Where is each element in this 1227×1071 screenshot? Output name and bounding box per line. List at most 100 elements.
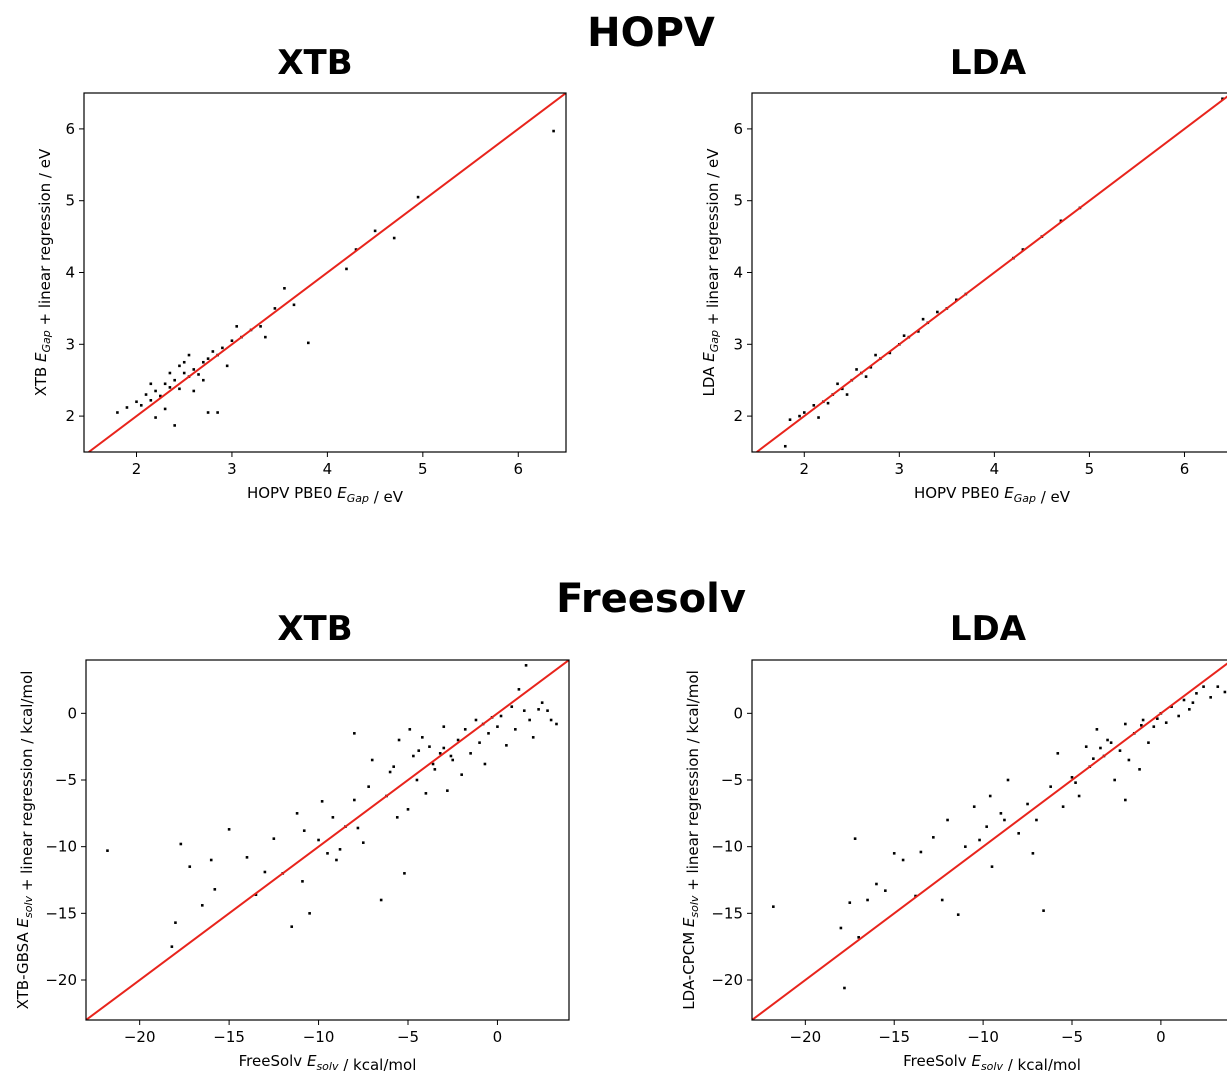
freesolv-lda-y-tick-label: −10: [711, 838, 743, 856]
hopv-xtb-point: [373, 229, 377, 233]
hopv-xtb-point: [264, 335, 267, 339]
freesolv-xtb-point: [370, 758, 374, 762]
hopv-lda-x-tick-label: 3: [895, 460, 905, 478]
freesolv-lda-point: [1074, 781, 1077, 784]
hopv-xtb-point: [202, 378, 205, 382]
hopv-xtb-point: [154, 416, 157, 419]
freesolv-xtb-point: [213, 888, 217, 891]
freesolv-xtb-point: [460, 773, 463, 776]
hopv-lda-point: [936, 310, 939, 314]
hopv-xtb-point: [135, 400, 138, 404]
hopv-xtb-x-tick-label: 3: [227, 460, 237, 478]
freesolv-xtb-point: [200, 904, 204, 907]
freesolv-lda-point: [892, 852, 896, 855]
freesolv-lda-point: [1061, 805, 1065, 808]
hopv-lda-panel: LDA 2 3 4 5 6 2 3 4 5 6 HOPV PBE0 EGap / eV LDA EGap…: [700, 43, 1227, 506]
hopv-lda-point: [845, 393, 849, 396]
hopv-xtb-y-tick-label: 4: [65, 264, 75, 282]
freesolv-xtb-point: [209, 858, 213, 862]
freesolv-xtb-y-tick-label: 0: [67, 704, 77, 722]
freesolv-lda-panel: LDA −20 −15 −10 −5 0 −20 −15 −10 −5 0 FreeSolv Esol…: [680, 609, 1227, 1071]
hopv-xtb-x-tick-label: 4: [323, 460, 333, 478]
freesolv-lda-point: [857, 936, 860, 939]
hopv-xtb-point: [173, 378, 176, 382]
hopv-xtb-x-tick-label: 5: [418, 460, 428, 478]
hopv-xtb-point: [216, 411, 219, 414]
freesolv-lda-point: [1191, 701, 1195, 704]
hopv-xtb-point: [392, 236, 396, 240]
hopv-xtb-point: [192, 389, 196, 393]
freesolv-xtb-point: [174, 921, 177, 924]
freesolv-xtb-point: [531, 736, 535, 739]
freesolv-xtb-point: [546, 709, 549, 712]
freesolv-xtb-x-tick-label: −10: [303, 1028, 335, 1046]
freesolv-lda-point: [1095, 728, 1099, 731]
hopv-lda-point: [836, 382, 839, 386]
freesolv-lda-point: [901, 858, 905, 862]
freesolv-xtb-point: [412, 754, 415, 758]
freesolv-xtb-point: [514, 728, 517, 731]
freesolv-xtb-point: [106, 849, 109, 852]
freesolv-xtb-point: [388, 770, 392, 774]
freesolv-lda-x-tick-label: −10: [967, 1028, 999, 1046]
freesolv-lda-point: [1124, 722, 1127, 726]
freesolv-lda-y-tick-label: −20: [711, 971, 743, 989]
freesolv-xtb-point: [392, 765, 395, 768]
hopv-lda-point: [840, 387, 844, 391]
freesolv-xtb-point: [540, 701, 544, 704]
freesolv-xtb-point: [361, 841, 365, 844]
freesolv-xtb-point: [302, 829, 306, 832]
freesolv-xtb-point: [331, 816, 335, 819]
freesolv-lda-point: [1026, 802, 1029, 806]
freesolv-lda-point: [853, 837, 857, 840]
freesolv-xtb-point: [403, 872, 406, 875]
freesolv-lda-point: [1106, 738, 1109, 742]
hopv-xtb-point: [225, 364, 229, 368]
freesolv-xtb-point: [338, 848, 342, 851]
hopv-lda-point: [917, 330, 920, 333]
freesolv-xtb-point: [483, 762, 487, 766]
freesolv-xtb-point: [522, 709, 526, 712]
freesolv-lda-point: [1118, 749, 1122, 752]
freesolv-xtb-point: [499, 714, 503, 718]
freesolv-lda-point: [1147, 741, 1150, 744]
hopv-xtb-point: [345, 267, 348, 271]
hopv-xtb-point: [182, 360, 186, 364]
freesolv-xtb-point: [451, 758, 455, 762]
freesolv-lda-point: [839, 926, 843, 930]
freesolv-lda-point: [1223, 690, 1227, 694]
freesolv-xtb-point: [356, 826, 360, 830]
hopv-xtb-point: [273, 307, 277, 310]
freesolv-xtb-point: [254, 893, 258, 896]
hopv-xtb-points: [116, 129, 555, 427]
hopv-lda-point: [798, 414, 801, 418]
freesolv-xtb-point: [496, 725, 499, 728]
freesolv-lda-point: [946, 818, 949, 822]
freesolv-xtb-point: [335, 858, 338, 862]
hopv-xtb-point: [139, 404, 143, 407]
freesolv-xtb-point: [417, 749, 421, 752]
hopv-xtb-point: [235, 325, 239, 328]
hopv-xtb-point: [178, 364, 181, 368]
freesolv-lda-point: [1152, 725, 1156, 728]
freesolv-xtb-point: [431, 762, 435, 766]
freesolv-xtb-point: [456, 738, 460, 742]
freesolv-lda-y-axis-label: LDA-CPCM Esolv + linear regression / kca…: [680, 670, 702, 1010]
freesolv-lda-y-tick-label: −5: [721, 771, 743, 789]
freesolv-lda-points: [772, 685, 1227, 990]
hopv-xtb-point: [192, 368, 196, 371]
freesolv-xtb-point: [424, 792, 428, 795]
freesolv-xtb-point: [367, 785, 370, 788]
hopv-lda-y-axis-label: LDA EGap + linear regression / eV: [700, 148, 722, 397]
hopv-xtb-point: [154, 389, 157, 393]
hopv-xtb-y-axis-label: XTB EGap + linear regression / eV: [32, 148, 54, 396]
freesolv-xtb-point: [308, 912, 311, 915]
freesolv-xtb-points: [106, 664, 558, 948]
freesolv-lda-point: [1164, 721, 1168, 724]
hopv-lda-point: [802, 411, 806, 414]
hopv-xtb-point: [230, 339, 234, 343]
hopv-xtb-point: [197, 373, 200, 376]
freesolv-lda-x-axis-label: FreeSolv Esolv / kcal/mol: [903, 1052, 1081, 1071]
freesolv-xtb-title: XTB: [277, 609, 352, 649]
freesolv-lda-point: [1113, 778, 1116, 782]
